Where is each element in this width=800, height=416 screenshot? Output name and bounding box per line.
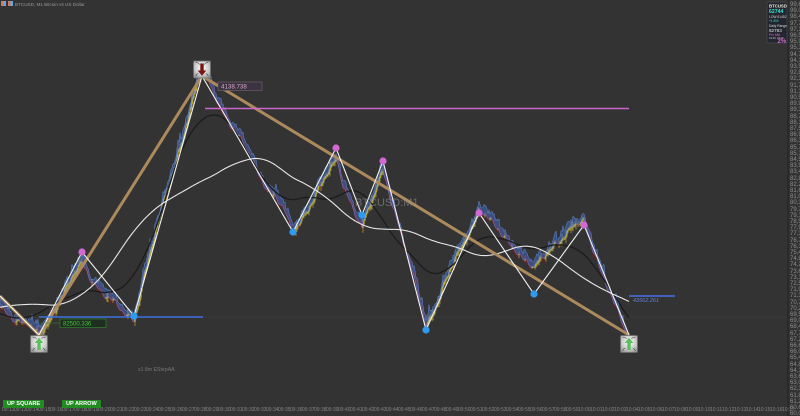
svg-text:x1 8m EStepAA: x1 8m EStepAA [138, 367, 175, 373]
svg-text:BTCUSD, M1 Bitcoin vs US Dolla: BTCUSD, M1 Bitcoin vs US Dollar [15, 2, 85, 7]
svg-text:BTCUSD: BTCUSD [769, 3, 787, 8]
svg-text:43562.261: 43562.261 [633, 298, 659, 304]
svg-text:4138.738: 4138.738 [221, 84, 247, 91]
svg-text:BTCUSD:M1: BTCUSD:M1 [355, 197, 419, 209]
svg-text:82500.336: 82500.336 [63, 322, 92, 328]
svg-text:+1.8%: +1.8% [769, 19, 779, 23]
svg-text:2%: 2% [778, 39, 787, 45]
